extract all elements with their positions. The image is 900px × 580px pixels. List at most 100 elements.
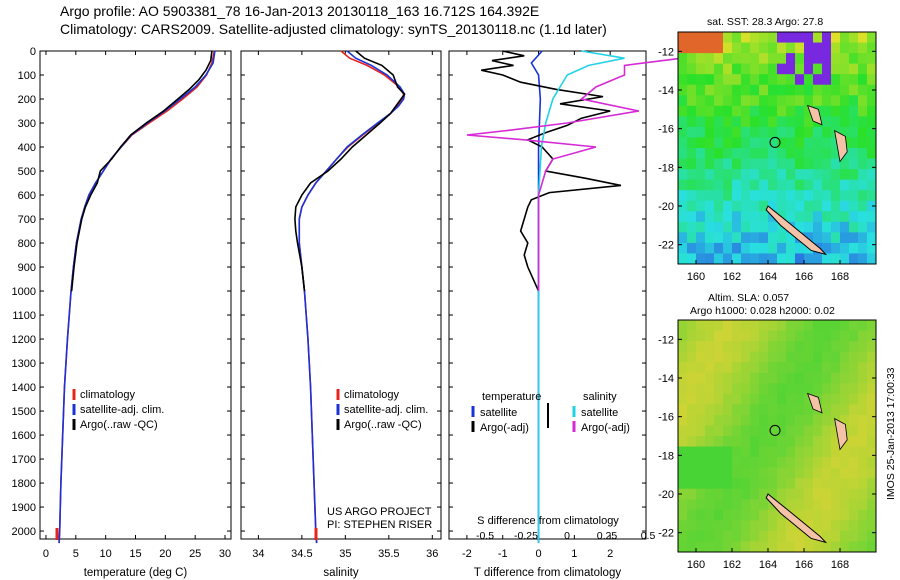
depth-tick-label-1800: 1800	[12, 478, 36, 490]
sst-map-ytick-label--12: -12	[658, 46, 674, 58]
sst-map-ytick-label--20: -20	[658, 201, 674, 213]
diff-legend-temperature-title: temperature	[482, 391, 541, 403]
depth-tick-label-2000: 2000	[12, 526, 36, 538]
depth-tick-label-500: 500	[18, 166, 36, 178]
sla-map-frame	[677, 319, 877, 553]
salinity-panel-xtick-label-4: 36	[426, 548, 438, 560]
sst-map-ytick-label--16: -16	[658, 124, 674, 136]
difference-panel-top-tick-3: 0.25	[597, 530, 618, 542]
sst-map-title: sat. SST: 28.3 Argo: 27.8	[707, 16, 824, 28]
temperature-panel-series-satellite-adj-clim-	[58, 50, 216, 544]
depth-tick-label-200: 200	[18, 94, 36, 106]
salinity-panel-series-satellite-adj-clim-	[298, 50, 406, 544]
depth-tick-label-100: 100	[18, 70, 36, 82]
diff-legend-sal-label-1: Argo(-adj)	[581, 422, 630, 434]
difference-panel-xtick-label-2: 0	[535, 548, 541, 560]
sst-map-xtick-label-162: 162	[723, 271, 741, 283]
sla-map-ytick-label--18: -18	[658, 450, 674, 462]
sst-map-ytick-label--22: -22	[658, 240, 674, 252]
sla-map-xtick-label-164: 164	[759, 559, 777, 571]
sla-map-xtick-label-166: 166	[795, 559, 813, 571]
difference-panel-xtick-label-0: -2	[462, 548, 472, 560]
plot-title-line2: Climatology: CARS2009. Satellite-adjuste…	[60, 21, 607, 37]
salinity-panel-series-climatology	[298, 50, 405, 544]
difference-panel-top-tick-4: 0.5	[641, 530, 656, 542]
difference-panel-frame	[448, 50, 647, 540]
temperature-panel-series-argo-raw-qc-	[70, 50, 213, 292]
depth-tick-label-800: 800	[18, 238, 36, 250]
diff-legend-sal-label-0: satellite	[581, 407, 618, 419]
temperature-panel-frame	[39, 50, 232, 540]
temperature-panel-legend-label-1: satellite-adj. clim.	[80, 404, 164, 416]
depth-tick-label-1100: 1100	[12, 310, 36, 322]
temperature-panel-xtick-label-1: 5	[73, 548, 79, 560]
difference-panel-xtick-label-3: 1	[571, 548, 577, 560]
salinity-panel-annotation-0: US ARGO PROJECT	[327, 506, 432, 518]
depth-tick-label-1000: 1000	[12, 286, 36, 298]
sla-map-ytick-label--20: -20	[658, 489, 674, 501]
sst-map-island-vanuatu	[806, 104, 823, 126]
depth-tick-label-1700: 1700	[12, 454, 36, 466]
depth-tick-label-600: 600	[18, 190, 36, 202]
sla-map-ytick-label--12: -12	[658, 334, 674, 346]
difference-panel-xtick-label-1: -1	[498, 548, 508, 560]
sla-map-ytick-label--16: -16	[658, 412, 674, 424]
temperature-panel-xtick-label-0: 0	[43, 548, 49, 560]
temperature-panel-series-climatology	[58, 50, 216, 544]
sst-map-ytick-label--18: -18	[658, 162, 674, 174]
difference-panel-top-axis-label: S difference from climatology	[477, 515, 619, 527]
diff-legend-salinity-title: salinity	[583, 391, 617, 403]
difference-panel-series-temperature-argo-adj-	[481, 50, 622, 292]
salinity-panel-xtick-label-0: 34	[252, 548, 264, 560]
temperature-panel-xtick-label-4: 20	[159, 548, 171, 560]
sst-map-island-efate	[834, 129, 848, 163]
temperature-panel-xtick-label-2: 10	[100, 548, 112, 560]
salinity-panel-legend-label-2: Argo(..raw -QC)	[344, 419, 422, 431]
depth-tick-label-1600: 1600	[12, 430, 36, 442]
salinity-panel-legend-label-1: satellite-adj. clim.	[344, 404, 428, 416]
diff-legend-temp-label-1: Argo(-adj)	[480, 422, 529, 434]
depth-tick-label-1200: 1200	[12, 334, 36, 346]
depth-tick-label-1900: 1900	[12, 502, 36, 514]
temperature-panel-xtick-label-6: 30	[219, 548, 231, 560]
sla-map-ytick-label--14: -14	[658, 373, 674, 385]
salinity-panel-xtick-label-1: 34.5	[291, 548, 312, 560]
depth-tick-label-700: 700	[18, 214, 36, 226]
salinity-panel-xtick-label-2: 35	[339, 548, 351, 560]
sst-map-argo-location	[769, 136, 781, 148]
diff-legend-temp-label-0: satellite	[480, 407, 517, 419]
difference-panel-top-tick-1: -0.25	[514, 530, 538, 542]
depth-tick-label-400: 400	[18, 142, 36, 154]
depth-tick-label-1400: 1400	[12, 382, 36, 394]
sst-map-ytick-label--14: -14	[658, 85, 674, 97]
generation-timestamp: IMOS 25-Jan-2013 17:00:33	[885, 367, 897, 500]
depth-tick-label-1500: 1500	[12, 406, 36, 418]
sla-map-title-line2: Argo h1000: 0.028 h2000: 0.02	[690, 305, 835, 317]
difference-panel-series-temperature-satellite	[530, 50, 543, 544]
sst-map-xtick-label-164: 164	[759, 271, 777, 283]
depth-tick-label-1300: 1300	[12, 358, 36, 370]
sla-map-cells	[678, 320, 877, 553]
salinity-panel-legend-label-0: climatology	[344, 389, 400, 401]
salinity-panel-annotation-1: PI: STEPHEN RISER	[327, 519, 432, 531]
depth-tick-label-300: 300	[18, 118, 36, 130]
sst-map-xtick-label-168: 168	[831, 271, 849, 283]
sst-map-island-new-caledonia	[765, 205, 828, 256]
sst-map-cells	[678, 32, 877, 265]
sst-map-xtick-label-160: 160	[687, 271, 705, 283]
difference-panel-top-tick-2: 0	[564, 530, 570, 542]
difference-panel-xlabel: T difference from climatology	[474, 567, 621, 579]
depth-tick-label-900: 900	[18, 262, 36, 274]
sst-map-xtick-label-166: 166	[795, 271, 813, 283]
temperature-panel-xlabel: temperature (deg C)	[84, 567, 188, 579]
salinity-panel-xtick-label-3: 35.5	[378, 548, 399, 560]
depth-tick-label-0: 0	[30, 46, 36, 58]
salinity-panel-frame	[240, 50, 442, 540]
sla-map-ytick-label--22: -22	[658, 528, 674, 540]
sla-map-argo-location	[769, 424, 781, 436]
temperature-panel-xtick-label-3: 15	[129, 548, 141, 560]
difference-panel-top-tick-0: -0.5	[476, 530, 494, 542]
sla-map-xtick-label-160: 160	[687, 559, 705, 571]
plot-title-line1: Argo profile: AO 5903381_78 16-Jan-2013 …	[60, 3, 540, 19]
